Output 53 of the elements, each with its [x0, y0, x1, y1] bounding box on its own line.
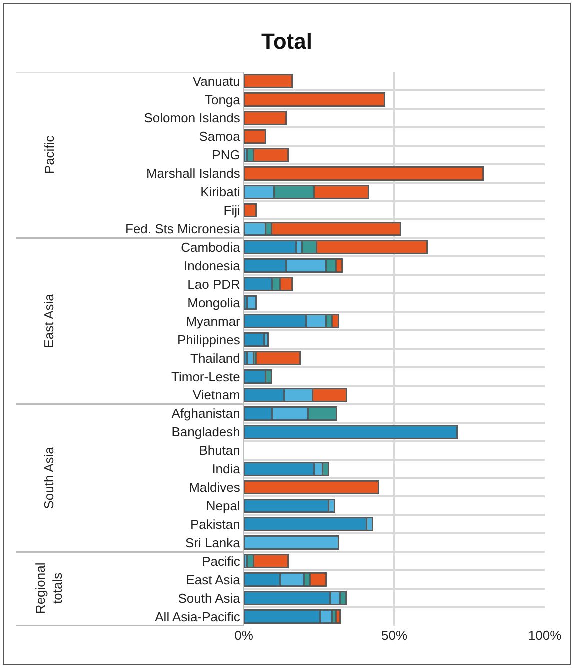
- bar: [244, 222, 267, 236]
- y-tick-label: Vanuatu: [192, 74, 240, 89]
- bar: [246, 296, 257, 310]
- text: South Asia: [42, 446, 57, 510]
- y-tick-label: Pacific: [202, 554, 241, 569]
- y-tick-label: Maldives: [189, 480, 241, 496]
- y-tick-label: Afghanistan: [172, 406, 240, 422]
- y-tick-label: East Asia: [186, 572, 242, 588]
- y-tick-label: PNG: [212, 148, 240, 163]
- y-tick-label: Fed. Sts Micronesia: [126, 222, 242, 237]
- y-tick-label: Bangladesh: [172, 424, 240, 440]
- bar: [244, 74, 293, 88]
- bar: [244, 332, 265, 347]
- x-tick-label: 50%: [381, 628, 408, 643]
- text: Regional totals: [32, 562, 65, 614]
- y-tick-label: Pakistan: [190, 516, 240, 532]
- y-tick-label: Sri Lanka: [185, 535, 242, 550]
- bar: [244, 166, 484, 181]
- y-tick-label: Samoa: [199, 129, 242, 144]
- text: East Asia: [42, 293, 57, 348]
- y-tick-label: Cambodia: [181, 240, 242, 255]
- y-tick-label: Myanmar: [186, 314, 242, 329]
- bar: [244, 424, 458, 440]
- y-tick-label: Solomon Islands: [144, 110, 241, 126]
- y-tick-label: Kiribati: [200, 184, 240, 200]
- bar: [244, 110, 287, 126]
- bar: [244, 129, 267, 144]
- bar: [244, 92, 386, 107]
- bar: [255, 351, 302, 366]
- bar: [244, 240, 298, 255]
- y-tick-label: Lao PDR: [188, 276, 240, 292]
- y-tick-label: Fiji: [224, 203, 241, 218]
- y-tick-label: Tonga: [204, 92, 242, 108]
- y-tick-label: Marshall Islands: [146, 166, 241, 182]
- y-tick-label: Timor-Leste: [172, 369, 240, 384]
- y-tick-label: Vietnam: [192, 388, 240, 403]
- y-tick-label: South Asia: [178, 590, 242, 606]
- y-tick-label: Indonesia: [184, 258, 242, 274]
- x-tick-label: 0%: [234, 628, 254, 643]
- y-tick-label: Philippines: [178, 332, 241, 348]
- bar: [244, 480, 380, 495]
- bar: [336, 610, 342, 624]
- bar: [244, 536, 340, 550]
- text: Pacific: [42, 135, 57, 174]
- y-tick-label: India: [212, 462, 242, 477]
- y-tick-label: Mongolia: [188, 295, 242, 310]
- bar: [244, 203, 257, 218]
- chart-title: Total: [262, 29, 312, 54]
- y-tick-label: All Asia-Pacific: [155, 609, 241, 624]
- y-tick-label: Nepal: [206, 498, 241, 514]
- y-tick-label: Thailand: [190, 350, 240, 366]
- y-tick-label: Bhutan: [199, 443, 240, 458]
- x-tick-label: 100%: [528, 628, 562, 643]
